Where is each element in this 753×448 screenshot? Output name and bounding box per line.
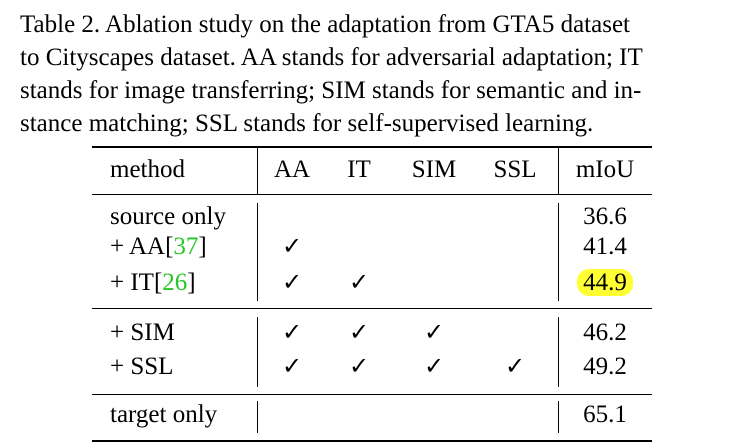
column-divider [257, 148, 258, 194]
checkmark-icon: ✓ [495, 352, 535, 382]
checkmark-icon: ✓ [339, 268, 379, 298]
method-label: + SIM [110, 319, 175, 346]
method-cell: + SSL [110, 352, 173, 382]
method-cell: source only [110, 202, 226, 232]
column-divider [257, 401, 258, 433]
checkmark-icon: ✓ [272, 268, 312, 298]
miou-value: 44.9 [570, 268, 640, 298]
citation-link[interactable]: 37 [173, 233, 198, 260]
column-divider [257, 203, 258, 301]
citation-link[interactable]: 26 [162, 269, 187, 296]
caption-line: stands for image transferring; SIM stand… [20, 74, 734, 107]
section-rule [92, 394, 652, 395]
column-divider [257, 317, 258, 387]
checkmark-icon: ✓ [414, 352, 454, 382]
caption-line: to Cityscapes dataset. AA stands for adv… [20, 41, 734, 74]
ablation-table: method AA IT SIM SSL mIoU source only 36.… [92, 146, 652, 442]
column-divider [558, 401, 559, 433]
method-label: + IT[ [110, 269, 162, 296]
checkmark-icon: ✓ [272, 232, 312, 262]
checkmark-icon: ✓ [414, 318, 454, 348]
miou-value: 36.6 [570, 202, 640, 232]
checkmark-icon: ✓ [272, 318, 312, 348]
header-it: IT [339, 155, 379, 185]
column-divider [558, 317, 559, 387]
caption-line: stance matching; SSL stands for self-sup… [20, 107, 734, 140]
checkmark-icon: ✓ [339, 318, 379, 348]
method-label: + SSL [110, 353, 173, 380]
miou-value: 65.1 [570, 400, 640, 430]
highlighted-value: 44.9 [577, 269, 633, 296]
header-method: method [110, 155, 185, 185]
table-caption: Table 2. Ablation study on the adaptatio… [20, 8, 734, 140]
miou-value: 49.2 [570, 352, 640, 382]
citation-bracket: ] [198, 233, 206, 260]
column-divider [558, 203, 559, 301]
header-rule [92, 194, 652, 195]
method-cell: + IT[26] [110, 268, 196, 298]
header-ssl: SSL [490, 155, 540, 185]
bottom-rule [92, 440, 652, 442]
method-cell: target only [110, 400, 217, 430]
citation-bracket: ] [187, 269, 195, 296]
method-label: + AA[ [110, 233, 173, 260]
checkmark-icon: ✓ [339, 352, 379, 382]
method-label: target only [110, 401, 217, 428]
column-divider [558, 148, 559, 194]
method-cell: + SIM [110, 318, 175, 348]
method-label: source only [110, 203, 226, 230]
miou-value: 46.2 [570, 318, 640, 348]
header-sim: SIM [406, 155, 462, 185]
checkmark-icon: ✓ [272, 352, 312, 382]
header-aa: AA [272, 155, 312, 185]
top-rule [92, 146, 652, 148]
method-cell: + AA[37] [110, 232, 207, 262]
miou-value: 41.4 [570, 232, 640, 262]
header-miou: mIoU [570, 155, 640, 185]
section-rule [92, 308, 652, 309]
caption-line: Table 2. Ablation study on the adaptatio… [20, 8, 734, 41]
